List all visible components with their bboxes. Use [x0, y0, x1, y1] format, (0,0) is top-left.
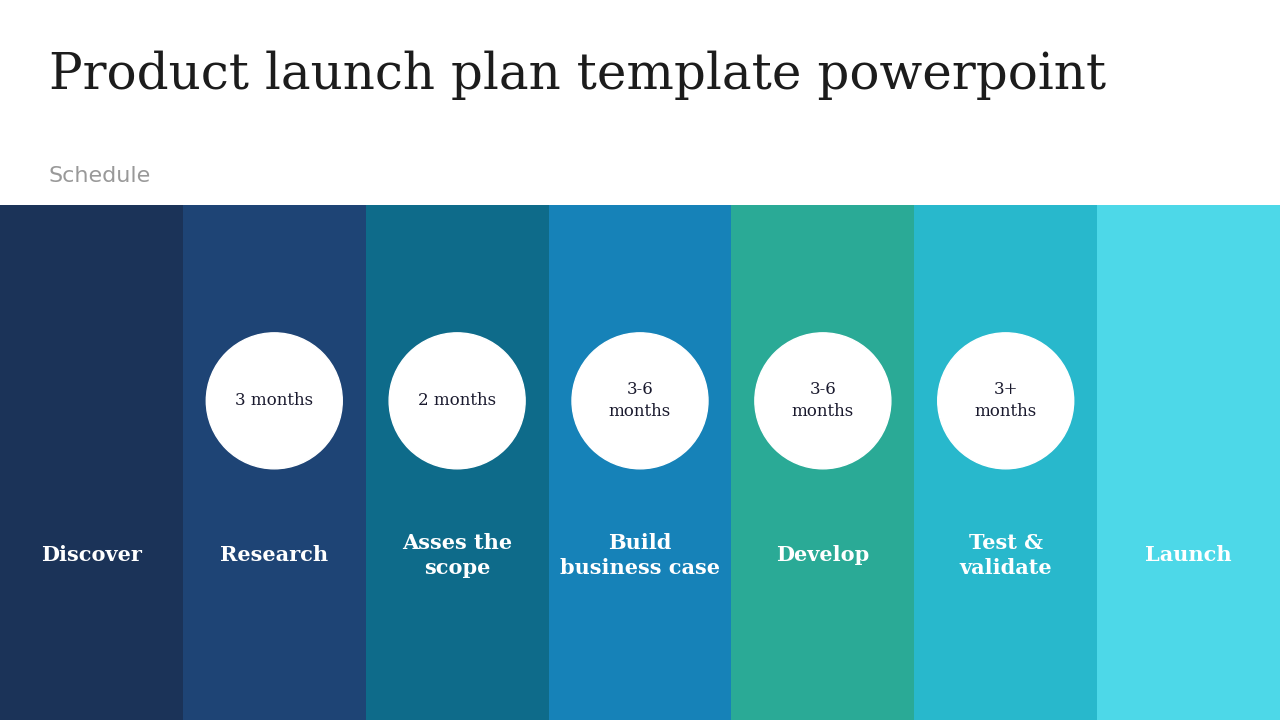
- Bar: [0, 205, 183, 720]
- Ellipse shape: [389, 333, 525, 469]
- Text: 3-6
months: 3-6 months: [609, 381, 671, 420]
- Text: Launch: Launch: [1146, 545, 1231, 565]
- Text: Discover: Discover: [41, 545, 142, 565]
- Text: Research: Research: [220, 545, 329, 565]
- Ellipse shape: [206, 333, 342, 469]
- Text: 3+
months: 3+ months: [974, 381, 1037, 420]
- Ellipse shape: [938, 333, 1074, 469]
- Text: 2 months: 2 months: [419, 392, 497, 410]
- Bar: [731, 205, 914, 720]
- Ellipse shape: [755, 333, 891, 469]
- Text: Schedule: Schedule: [49, 166, 151, 186]
- Bar: [549, 205, 731, 720]
- Text: Develop: Develop: [776, 545, 869, 565]
- Text: Test &
validate: Test & validate: [960, 533, 1052, 577]
- Bar: [914, 205, 1097, 720]
- Text: Asses the
scope: Asses the scope: [402, 533, 512, 577]
- Text: Product launch plan template powerpoint: Product launch plan template powerpoint: [49, 50, 1106, 100]
- Ellipse shape: [572, 333, 708, 469]
- Bar: [366, 205, 549, 720]
- Bar: [1097, 205, 1280, 720]
- Bar: [183, 205, 366, 720]
- Text: Build
business case: Build business case: [559, 533, 719, 577]
- Text: 3 months: 3 months: [236, 392, 314, 410]
- Text: 3-6
months: 3-6 months: [792, 381, 854, 420]
